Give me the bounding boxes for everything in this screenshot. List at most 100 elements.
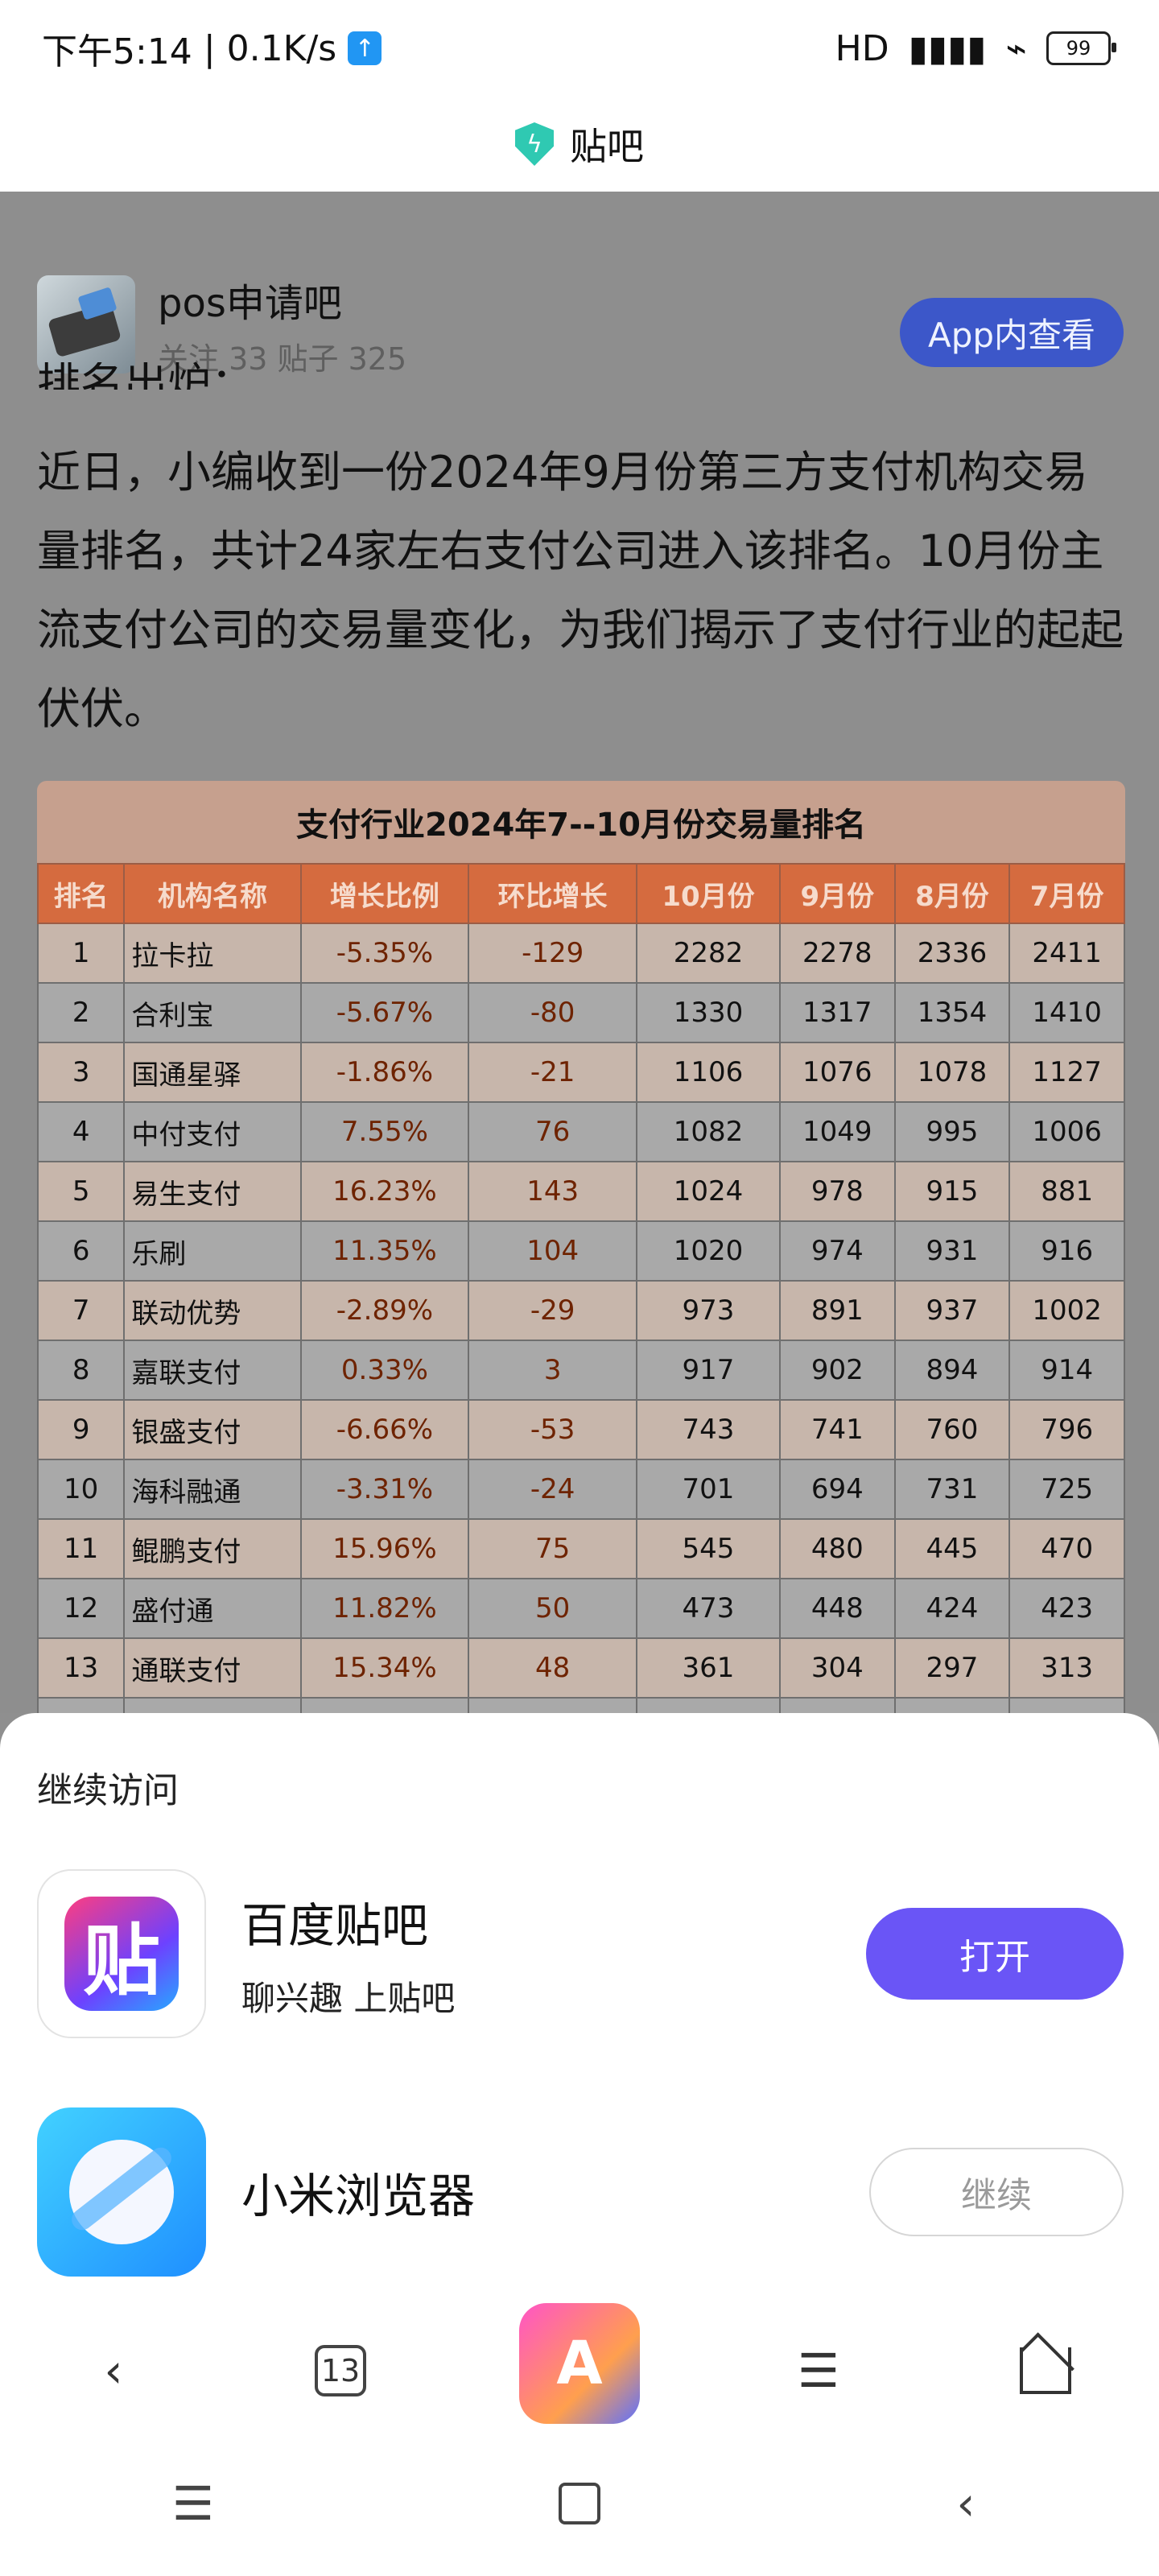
- table-cell: 76: [468, 1101, 638, 1162]
- table-cell: -80: [468, 982, 638, 1043]
- table-cell: 891: [778, 1280, 896, 1341]
- web-content[interactable]: pos申请吧 关注 33 贴子 325 App内查看 排名出炉： 近日，小编收到…: [0, 192, 1159, 1713]
- ranking-table-body: 1 拉卡拉 -5.35% -129 2282 2278 2336 2411 2 合利宝 -5.67%…: [37, 923, 1125, 1713]
- table-cell: 7.55%: [299, 1101, 470, 1162]
- ranking-table-title: 支付行业2024年7--10月份交易量排名: [295, 807, 867, 844]
- table-cell: 1020: [636, 1220, 781, 1282]
- table-cell: 731: [893, 1459, 1011, 1520]
- table-cell: 99: [468, 1697, 638, 1713]
- table-cell: 13: [37, 1637, 126, 1699]
- table-cell: 拉卡拉: [123, 923, 302, 984]
- table-cell: 545: [636, 1518, 781, 1579]
- table-cell: 329: [636, 1697, 781, 1713]
- planet-icon: [69, 2140, 174, 2244]
- table-cell: 480: [778, 1518, 896, 1579]
- network-speed: 0.1K/s: [226, 27, 337, 69]
- table-cell: 16.23%: [299, 1161, 470, 1222]
- table-cell: 48: [468, 1637, 638, 1699]
- table-cell: -129: [468, 923, 638, 984]
- forum-name[interactable]: pos申请吧: [158, 280, 342, 326]
- table-cell: 5: [37, 1161, 126, 1222]
- table-cell: 917: [636, 1340, 781, 1401]
- table-cell: 1082: [636, 1101, 781, 1162]
- table-cell: 423: [1008, 1578, 1125, 1639]
- ai-assistant-button[interactable]: A: [519, 2303, 640, 2424]
- back-button[interactable]: ‹: [104, 2343, 123, 2398]
- table-cell: 297: [893, 1637, 1011, 1699]
- home-button[interactable]: [997, 2322, 1094, 2419]
- table-cell: 743: [636, 1399, 781, 1460]
- table-cell: 1330: [636, 982, 781, 1043]
- table-row: 7 联动优势 -2.89% -29 973 891 937 1002: [37, 1280, 1125, 1341]
- table-cell: 995: [893, 1101, 1011, 1162]
- table-cell: 1078: [893, 1042, 1011, 1103]
- table-cell: 50: [468, 1578, 638, 1639]
- status-separator: |: [203, 27, 216, 69]
- table-cell: 9: [37, 1399, 126, 1460]
- table-cell: 3: [468, 1340, 638, 1401]
- table-row: 6 乐刷 11.35% 104 1020 974 931 916: [37, 1220, 1125, 1282]
- table-row: 14电银支付43.04%99329298241230: [37, 1697, 1125, 1713]
- table-cell: 1006: [1008, 1101, 1125, 1162]
- table-cell: 国通星驿: [123, 1042, 302, 1103]
- table-cell: 2336: [893, 923, 1011, 984]
- table-cell: 电银支付: [123, 1697, 302, 1713]
- table-cell: 合利宝: [123, 982, 302, 1043]
- column-rank: 排名: [37, 863, 126, 924]
- continue-browser-button[interactable]: 继续: [869, 2148, 1124, 2236]
- table-cell: 796: [1008, 1399, 1125, 1460]
- table-cell: 894: [893, 1340, 1011, 1401]
- upload-icon: ↑: [348, 31, 382, 65]
- system-back-button[interactable]: ‹: [956, 2476, 975, 2531]
- system-home-button[interactable]: [535, 2467, 624, 2540]
- browser-app-row[interactable]: 小米浏览器 继续: [37, 2106, 1124, 2278]
- browser-bottom-navigation: ‹ 13 A ☰: [0, 2303, 1159, 2431]
- table-cell: 978: [778, 1161, 896, 1222]
- menu-button[interactable]: ☰: [798, 2343, 839, 2398]
- table-cell: -29: [468, 1280, 638, 1341]
- view-in-app-button[interactable]: App内查看: [900, 298, 1124, 367]
- open-tieba-button[interactable]: 打开: [866, 1908, 1124, 2000]
- ranking-table-image[interactable]: 支付行业2024年7--10月份交易量排名 排名 机构名称 增长比例 环比增长 …: [37, 781, 1125, 1713]
- table-cell: 937: [893, 1280, 1011, 1341]
- browser-app-icon: [37, 2107, 206, 2277]
- table-cell: 12: [37, 1578, 126, 1639]
- tieba-app-texts: 百度贴吧 聊兴趣 上贴吧: [241, 1888, 455, 2021]
- column-august: 8月份: [893, 863, 1011, 924]
- system-navigation-bar: ☰ ‹: [0, 2463, 1159, 2544]
- table-row: 1 拉卡拉 -5.35% -129 2282 2278 2336 2411: [37, 923, 1125, 984]
- table-cell: 15.96%: [299, 1518, 470, 1579]
- signal-bars-icon: ▮▮▮▮: [908, 27, 987, 69]
- sheet-title: 继续访问: [37, 1770, 179, 1811]
- table-cell: 298: [778, 1697, 896, 1713]
- table-cell: 448: [778, 1578, 896, 1639]
- table-cell: 241: [893, 1697, 1011, 1713]
- table-cell: -53: [468, 1399, 638, 1460]
- table-cell: 361: [636, 1637, 781, 1699]
- table-cell: 1106: [636, 1042, 781, 1103]
- table-cell: 通联支付: [123, 1637, 302, 1699]
- table-cell: 4: [37, 1101, 126, 1162]
- forum-avatar[interactable]: [37, 275, 135, 374]
- table-cell: 760: [893, 1399, 1011, 1460]
- ranking-table: 排名 机构名称 增长比例 环比增长 10月份 9月份 8月份 7月份 1 拉卡拉 -…: [37, 863, 1125, 1713]
- table-row: 3 国通星驿 -1.86% -21 1106 1076 1078 1127: [37, 1042, 1125, 1103]
- tieba-app-row[interactable]: 贴 百度贴吧 聊兴趣 上贴吧 打开: [37, 1868, 1124, 2040]
- table-cell: 1354: [893, 982, 1011, 1043]
- table-cell: 43.04%: [299, 1697, 470, 1713]
- table-cell: 104: [468, 1220, 638, 1282]
- tabs-button[interactable]: 13: [292, 2322, 389, 2419]
- table-cell: 694: [778, 1459, 896, 1520]
- page-title-bar: ϟ 贴吧: [0, 97, 1159, 192]
- browser-app-name: 小米浏览器: [241, 2169, 476, 2223]
- table-cell: 8: [37, 1340, 126, 1401]
- column-october: 10月份: [636, 863, 781, 924]
- table-cell: 1049: [778, 1101, 896, 1162]
- table-cell: -6.66%: [299, 1399, 470, 1460]
- continue-visit-sheet: 继续访问 贴 百度贴吧 聊兴趣 上贴吧 打开 小米浏览器 继续: [0, 1713, 1159, 2576]
- table-cell: 3: [37, 1042, 126, 1103]
- table-cell: 易生支付: [123, 1161, 302, 1222]
- table-cell: 2411: [1008, 923, 1125, 984]
- recent-apps-button[interactable]: ☰: [172, 2476, 214, 2531]
- table-cell: 973: [636, 1280, 781, 1341]
